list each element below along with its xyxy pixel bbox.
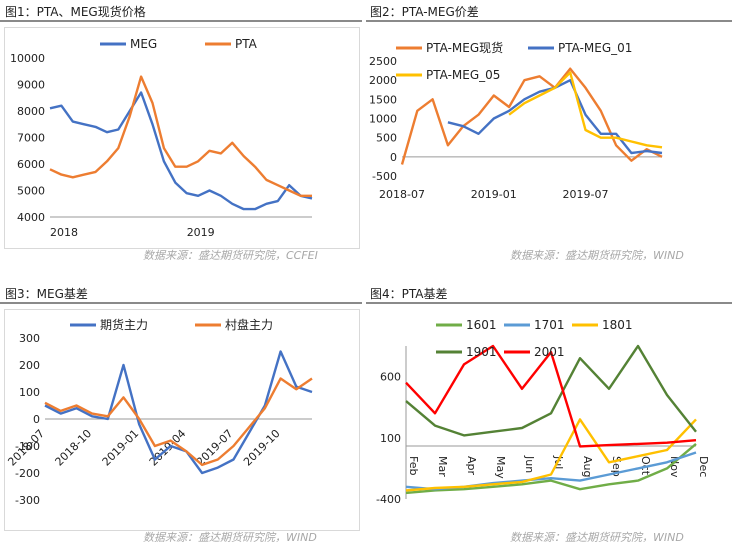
chart4-series-1901-line	[405, 344, 697, 437]
chart4-source: 数据来源：盛达期货研究院，WIND	[510, 531, 684, 544]
chart1-source: 数据来源：盛达期货研究院，CCFEI	[143, 249, 318, 262]
chart4-legend-label: 1801	[602, 318, 633, 332]
chart4-ytick-label: -400	[376, 493, 401, 506]
chart4-legend-label: 2001	[534, 345, 565, 359]
chart4-xtick-label: Dec	[697, 456, 710, 477]
chart2-ytick-label: 0	[390, 151, 397, 164]
chart2-ytick-label: 500	[376, 132, 397, 145]
chart2-series-PTA-MEG_05-line	[508, 71, 663, 149]
chart2-legend-label: PTA-MEG_01	[558, 41, 632, 55]
chart2-xtick-label: 2018-07	[379, 188, 425, 201]
chart1-divider	[0, 20, 362, 22]
chart2-legend-label: PTA-MEG_05	[426, 68, 500, 82]
chart3-divider	[0, 302, 362, 304]
chart2-legend-label: PTA-MEG现货	[426, 40, 503, 55]
chart4-xtick-label: Mar	[436, 456, 449, 477]
chart2-ytick-label: -500	[372, 170, 397, 183]
chart4-xtick-label: Jun	[523, 455, 536, 473]
chart3-ytick-label: 300	[19, 332, 40, 345]
chart2-divider	[366, 20, 732, 22]
chart3-ytick-label: -100	[15, 440, 40, 453]
chart2-xtick-label: 2019-01	[471, 188, 517, 201]
chart4-legend-label: 1701	[534, 318, 565, 332]
chart1-series-PTA-line	[49, 75, 312, 197]
chart1-ytick-label: 9000	[17, 79, 45, 92]
chart2-ytick-label: 2500	[369, 55, 397, 68]
chart2-title: 图2：PTA-MEG价差	[370, 5, 479, 19]
chart2-series-PTA-MEG现货-line	[400, 67, 663, 165]
chart4-series-2001-line	[405, 344, 697, 448]
chart4-series-1601-line	[405, 442, 697, 495]
chart1-legend-label: PTA	[235, 37, 258, 51]
chart3-frame	[4, 309, 360, 531]
chart2-source: 数据来源：盛达期货研究院，WIND	[510, 249, 684, 262]
chart4-xtick-label: Apr	[465, 456, 478, 476]
chart3-series-期货主力-line	[44, 350, 313, 475]
chart3-legend-label: 期货主力	[100, 317, 148, 332]
chart3-ytick-label: 100	[19, 386, 40, 399]
chart3-xtick-label: 2018-07	[5, 427, 47, 469]
chart1-legend-label: MEG	[130, 37, 157, 51]
chart1-ytick-label: 4000	[17, 211, 45, 224]
chart1-svg: 4000 5000 6000 7000 8000 9000 10000 2018 2019 MEG…	[10, 37, 313, 239]
chart4-legend-label: 1901	[466, 345, 497, 359]
chart3-xtick-label: 2019-01	[100, 427, 142, 469]
chart4-title: 图4：PTA基差	[370, 287, 448, 301]
chart4-xtick-label: Aug	[581, 456, 594, 477]
chart1-ytick-label: 10000	[10, 52, 45, 65]
chart1-frame	[4, 27, 360, 249]
chart3-series-村盘主力-line	[44, 377, 313, 467]
chart4-ytick-label: 600	[380, 371, 401, 384]
chart1-xtick-label: 2018	[50, 226, 78, 239]
chart3-legend-label: 村盘主力	[225, 317, 273, 332]
chart3-xtick-label: 2019-10	[241, 427, 283, 469]
chart2-ytick-label: 2000	[369, 74, 397, 87]
chart4-xtick-label: May	[494, 456, 507, 479]
chart3-ytick-label: -300	[15, 494, 40, 507]
chart1-ytick-label: 8000	[17, 105, 45, 118]
chart3-title: 图3：MEG基差	[5, 287, 88, 301]
chart4-series-1801-line	[405, 418, 697, 492]
chart2-ytick-label: 1000	[369, 113, 397, 126]
chart1-ytick-label: 5000	[17, 185, 45, 198]
chart2-svg: -500 0 500 1000 1500 2000 2500 2018-07 2019-01 20…	[369, 40, 663, 201]
chart3-ytick-label: -200	[15, 467, 40, 480]
chart2-ytick-label: 1500	[369, 93, 397, 106]
chart1-series-MEG-line	[49, 91, 313, 211]
chart3-xtick-label: 2018-10	[53, 427, 95, 469]
chart1-ytick-label: 7000	[17, 132, 45, 145]
chart1-xtick-label: 2019	[187, 226, 215, 239]
chart1-title: 图1：PTA、MEG现货价格	[5, 5, 146, 19]
chart2-xtick-label: 2019-07	[563, 188, 609, 201]
chart3-ytick-label: 200	[19, 359, 40, 372]
chart4-ytick-label: 100	[380, 432, 401, 445]
chart4-xtick-label: Feb	[407, 456, 420, 475]
chart4-divider	[366, 302, 732, 304]
chart1-ytick-label: 6000	[17, 158, 45, 171]
chart4-legend-label: 1601	[466, 318, 497, 332]
chart3-ytick-label: 0	[33, 413, 40, 426]
chart3-source: 数据来源：盛达期货研究院，WIND	[143, 531, 317, 544]
